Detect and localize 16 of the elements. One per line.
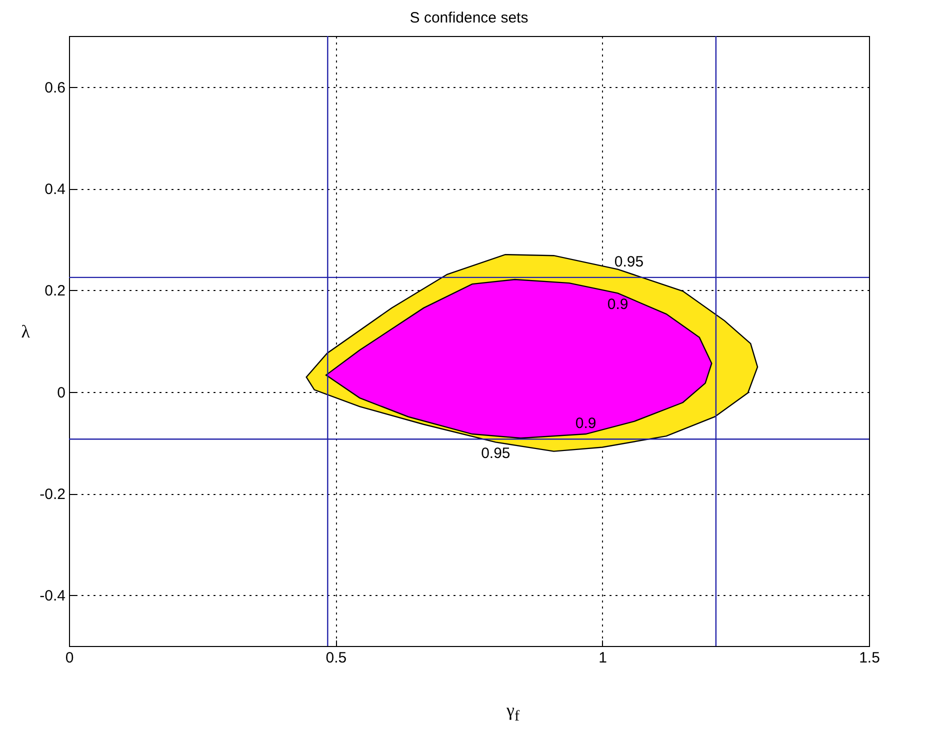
x-tick-label: 0.5 bbox=[326, 650, 347, 666]
y-tick-label: -0.2 bbox=[40, 486, 66, 503]
chart-title: S confidence sets bbox=[410, 9, 528, 26]
annotation: 0.9 bbox=[607, 296, 628, 314]
y-tick-label: 0 bbox=[57, 384, 66, 402]
annotation: 0.95 bbox=[481, 445, 510, 462]
y-axis-title: λ bbox=[21, 322, 30, 342]
x-tick-label: 1.5 bbox=[859, 650, 880, 666]
y-tick-label: -0.4 bbox=[40, 588, 66, 605]
x-axis-title: γ$_{f}$ bbox=[506, 700, 520, 726]
annotation: 0.9 bbox=[575, 415, 596, 432]
annotation: 0.95 bbox=[614, 253, 644, 270]
x-tick-label: 1 bbox=[598, 650, 608, 666]
y-tick-label: 0.4 bbox=[44, 181, 66, 198]
y-tick-label: 0.6 bbox=[44, 79, 66, 96]
y-tick-label: 0.2 bbox=[44, 282, 66, 300]
